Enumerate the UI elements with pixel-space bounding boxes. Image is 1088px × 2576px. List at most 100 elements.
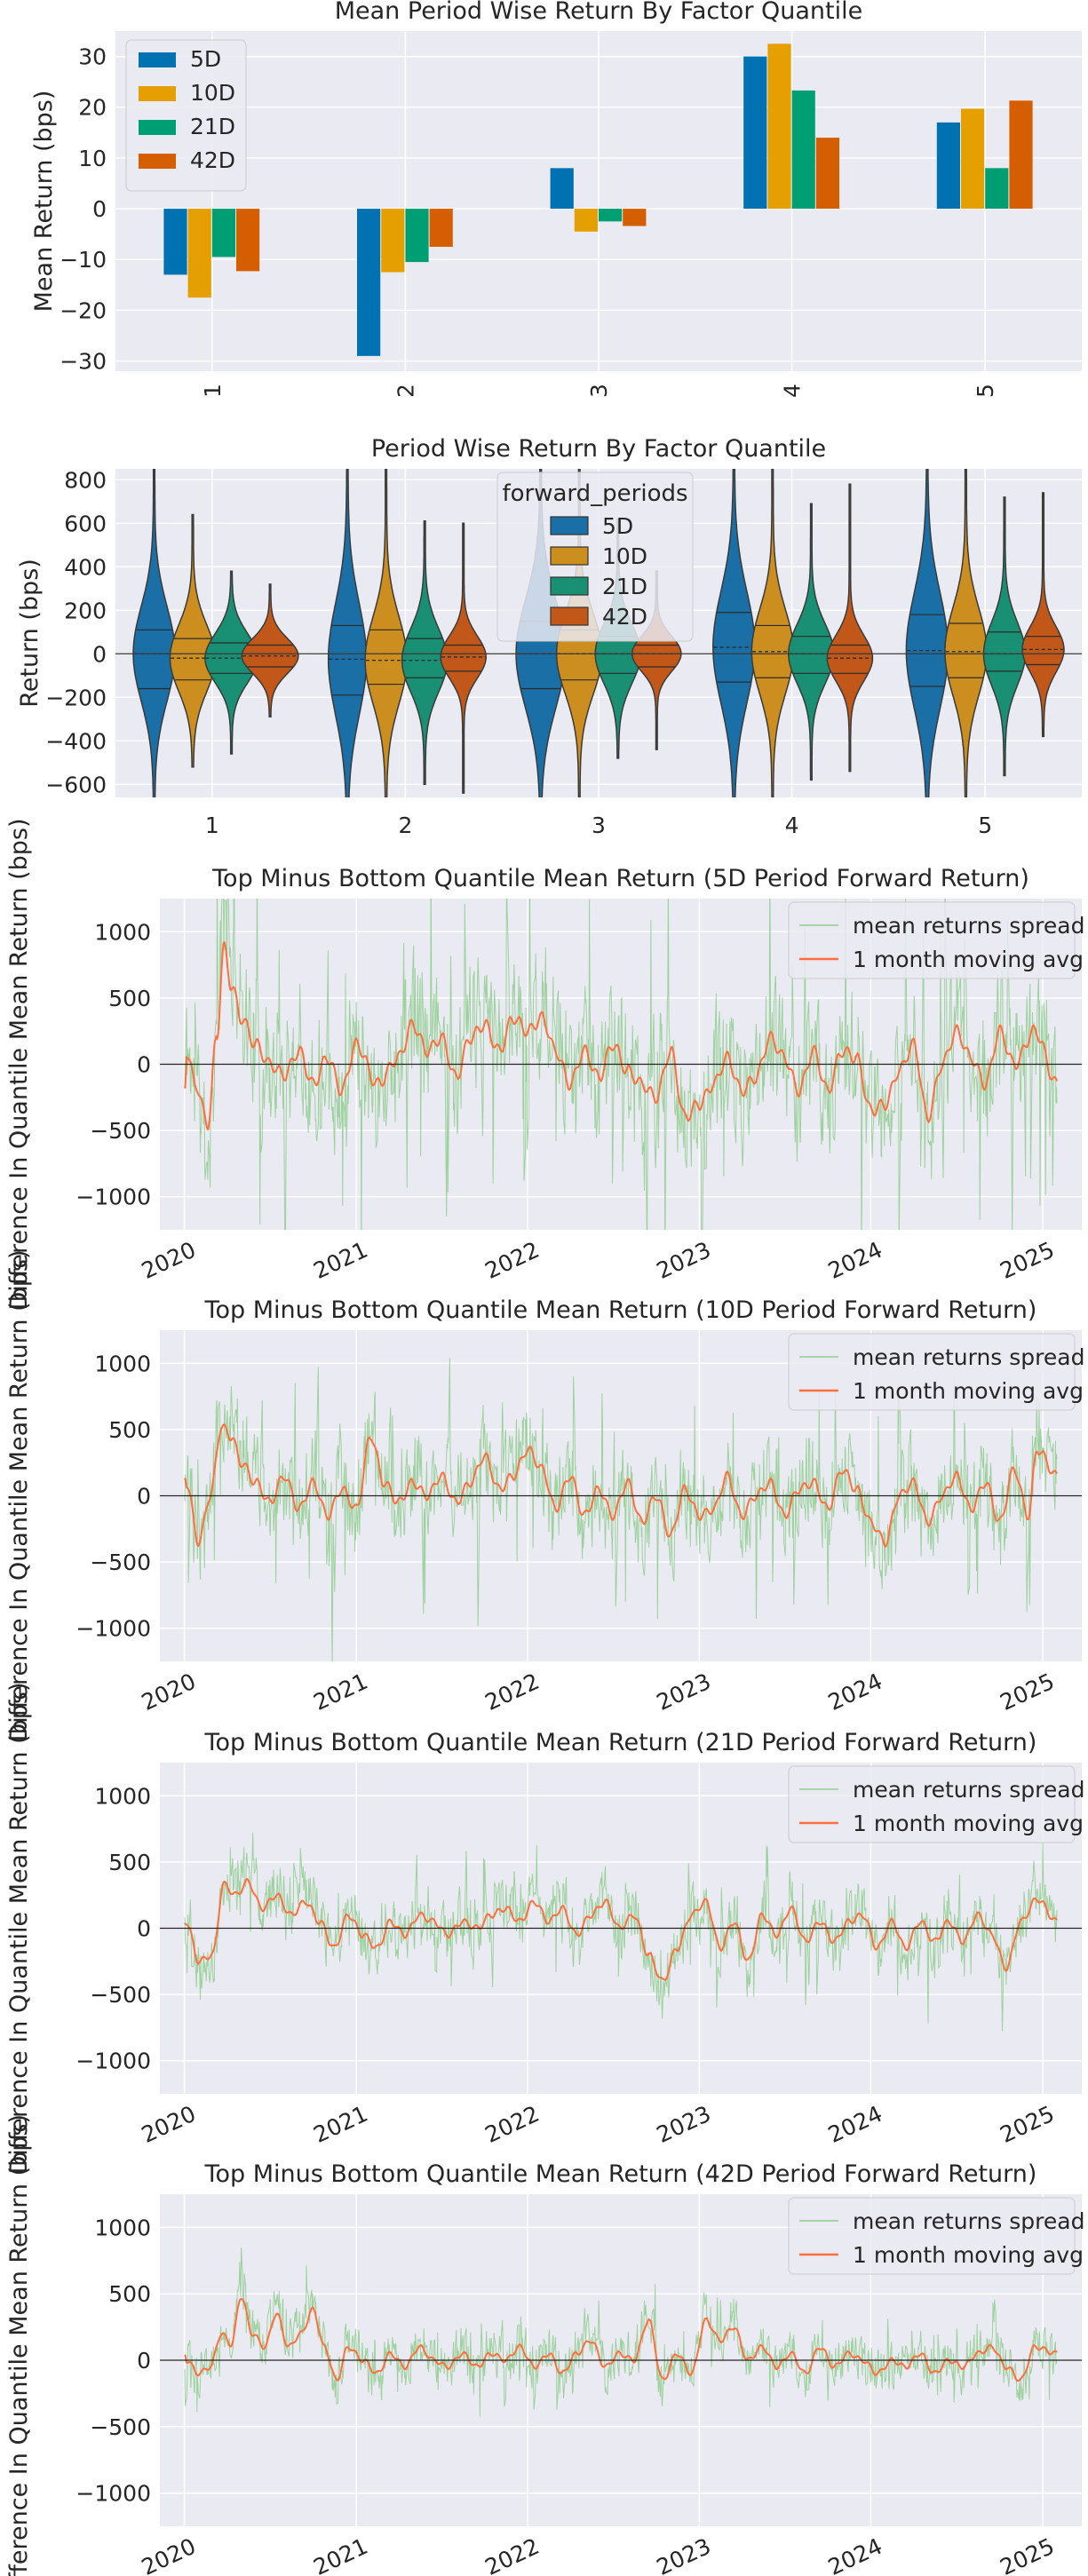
violin-42D [826,483,874,773]
y-tick-label: 30 [78,44,107,70]
bar-10D [187,209,211,298]
bar-5D [936,122,960,210]
y-tick-label: 200 [64,598,107,623]
y-tick-label: 20 [78,95,107,121]
bar-10D [961,108,985,210]
violin-10D [750,469,795,797]
legend-label: mean returns spread [853,2208,1084,2234]
y-tick-label: 0 [137,2348,151,2374]
y-tick-label: −10 [60,247,107,273]
spread-chart-3: 1000 500 0 −500 −1000 2020 2021 2022 2023 2024 202… [5,1250,1084,1742]
x-tick-label: 2022 [481,2101,544,2148]
violin-chart-1: 800 600 400 200 0 −200 −400 −600 1 2 3 4 5 Period Wis… [16,435,1082,838]
x-tick-label: 2023 [653,2101,715,2148]
bar-5D [357,209,381,356]
legend: forward_periods 5D 10D 21D 42D [496,472,694,642]
y-tick-label: 500 [108,1850,151,1875]
legend-label: mean returns spread [853,1344,1084,1370]
bar-42D [623,209,647,226]
x-tick-label: 2024 [824,1668,886,1716]
x-tick-label: 4 [785,812,799,838]
bar-5D [550,168,574,210]
violin-5D [132,469,176,797]
chart-title: Top Minus Bottom Quantile Mean Return (1… [204,1296,1037,1324]
legend-swatch [139,52,176,67]
legend: mean returns spread 1 month moving avg [788,1333,1084,1411]
y-tick-label: −500 [90,1982,151,2008]
x-tick-label: 3 [592,812,606,838]
y-axis-label: Difference In Quantile Mean Return (bps) [5,819,33,1311]
mean-returns-spread-line [184,899,1058,1230]
x-tick-label: 3 [586,384,612,398]
legend-label: 5D [190,46,221,72]
legend-swatch [139,120,176,135]
bar-21D [791,90,815,210]
bar-42D [1009,100,1033,210]
x-tick-label: 2020 [138,1668,200,1716]
violin-21D [401,520,449,786]
y-tick-label: −1000 [75,1616,151,1642]
legend-label: 42D [190,147,235,173]
y-tick-label: 0 [137,1484,151,1510]
legend-label: 10D [602,543,647,569]
x-tick-label: 4 [780,384,806,398]
y-tick-label: 500 [108,1417,151,1443]
x-tick-label: 2022 [481,1668,544,1716]
chart-title: Top Minus Bottom Quantile Mean Return (4… [204,2160,1037,2188]
y-tick-label: 0 [92,641,107,667]
x-tick-label: 2024 [824,2101,886,2148]
violin-42D [440,522,488,794]
bar-10D [767,44,791,210]
violins [132,469,1065,797]
x-tick-label: 2025 [997,2533,1059,2576]
y-tick-label: 1000 [94,919,151,945]
y-tick-label: −1000 [75,2049,151,2074]
legend-frame [788,2197,1076,2275]
x-tick-label: 2021 [310,2101,372,2148]
bar-5D [743,56,767,210]
x-tick-label: 2 [393,384,418,398]
x-tick-label: 2023 [653,1237,715,1284]
violin-5D [327,469,368,797]
y-tick-label: −500 [90,1118,151,1144]
legend-label: 21D [190,114,235,139]
violin-42D [241,583,299,718]
y-tick-label: −600 [45,772,107,797]
legend-label: 10D [190,80,235,106]
legend-frame [125,39,247,192]
y-tick-label: −500 [90,1550,151,1575]
y-tick-label: −500 [90,2414,151,2440]
legend-label: mean returns spread [853,1777,1084,1803]
legend: mean returns spread 1 month moving avg [788,2197,1084,2275]
x-tick-label: 2021 [310,2533,372,2576]
y-tick-label: −20 [60,297,107,323]
bar-42D [236,209,260,272]
legend-label: 42D [602,604,647,630]
mean-returns-spread-line [184,2247,1058,2417]
y-axis-label: Return (bps) [16,559,44,708]
legend-swatch [550,606,589,626]
legend-swatch [550,576,589,596]
legend: 5D 10D 21D 42D [125,39,247,192]
legend-swatch [139,86,176,101]
x-tick-label: 2023 [653,1668,715,1716]
y-tick-label: 800 [64,467,107,493]
bar-5D [163,209,187,275]
x-tick-label: 1 [200,384,226,398]
legend-frame [496,472,694,642]
y-axis-label: Mean Return (bps) [30,91,58,313]
spread-chart-5: 1000 500 0 −500 −1000 2020 2021 2022 2023 2024 202… [5,2114,1084,2576]
bar-10D [381,209,405,273]
x-tick-label: 2022 [481,2533,544,2576]
y-tick-label: 1000 [94,2215,151,2240]
legend-label: 5D [602,513,633,539]
y-tick-label: −30 [60,349,107,375]
x-tick-label: 2021 [310,1237,372,1284]
violin-10D [364,469,408,797]
y-tick-label: 600 [64,511,107,536]
legend-label: 1 month moving avg [853,2242,1084,2268]
y-tick-label: −1000 [75,1185,151,1210]
legend-label: 1 month moving avg [853,1378,1084,1404]
y-axis-label: Difference In Quantile Mean Return (bps) [5,2114,33,2576]
